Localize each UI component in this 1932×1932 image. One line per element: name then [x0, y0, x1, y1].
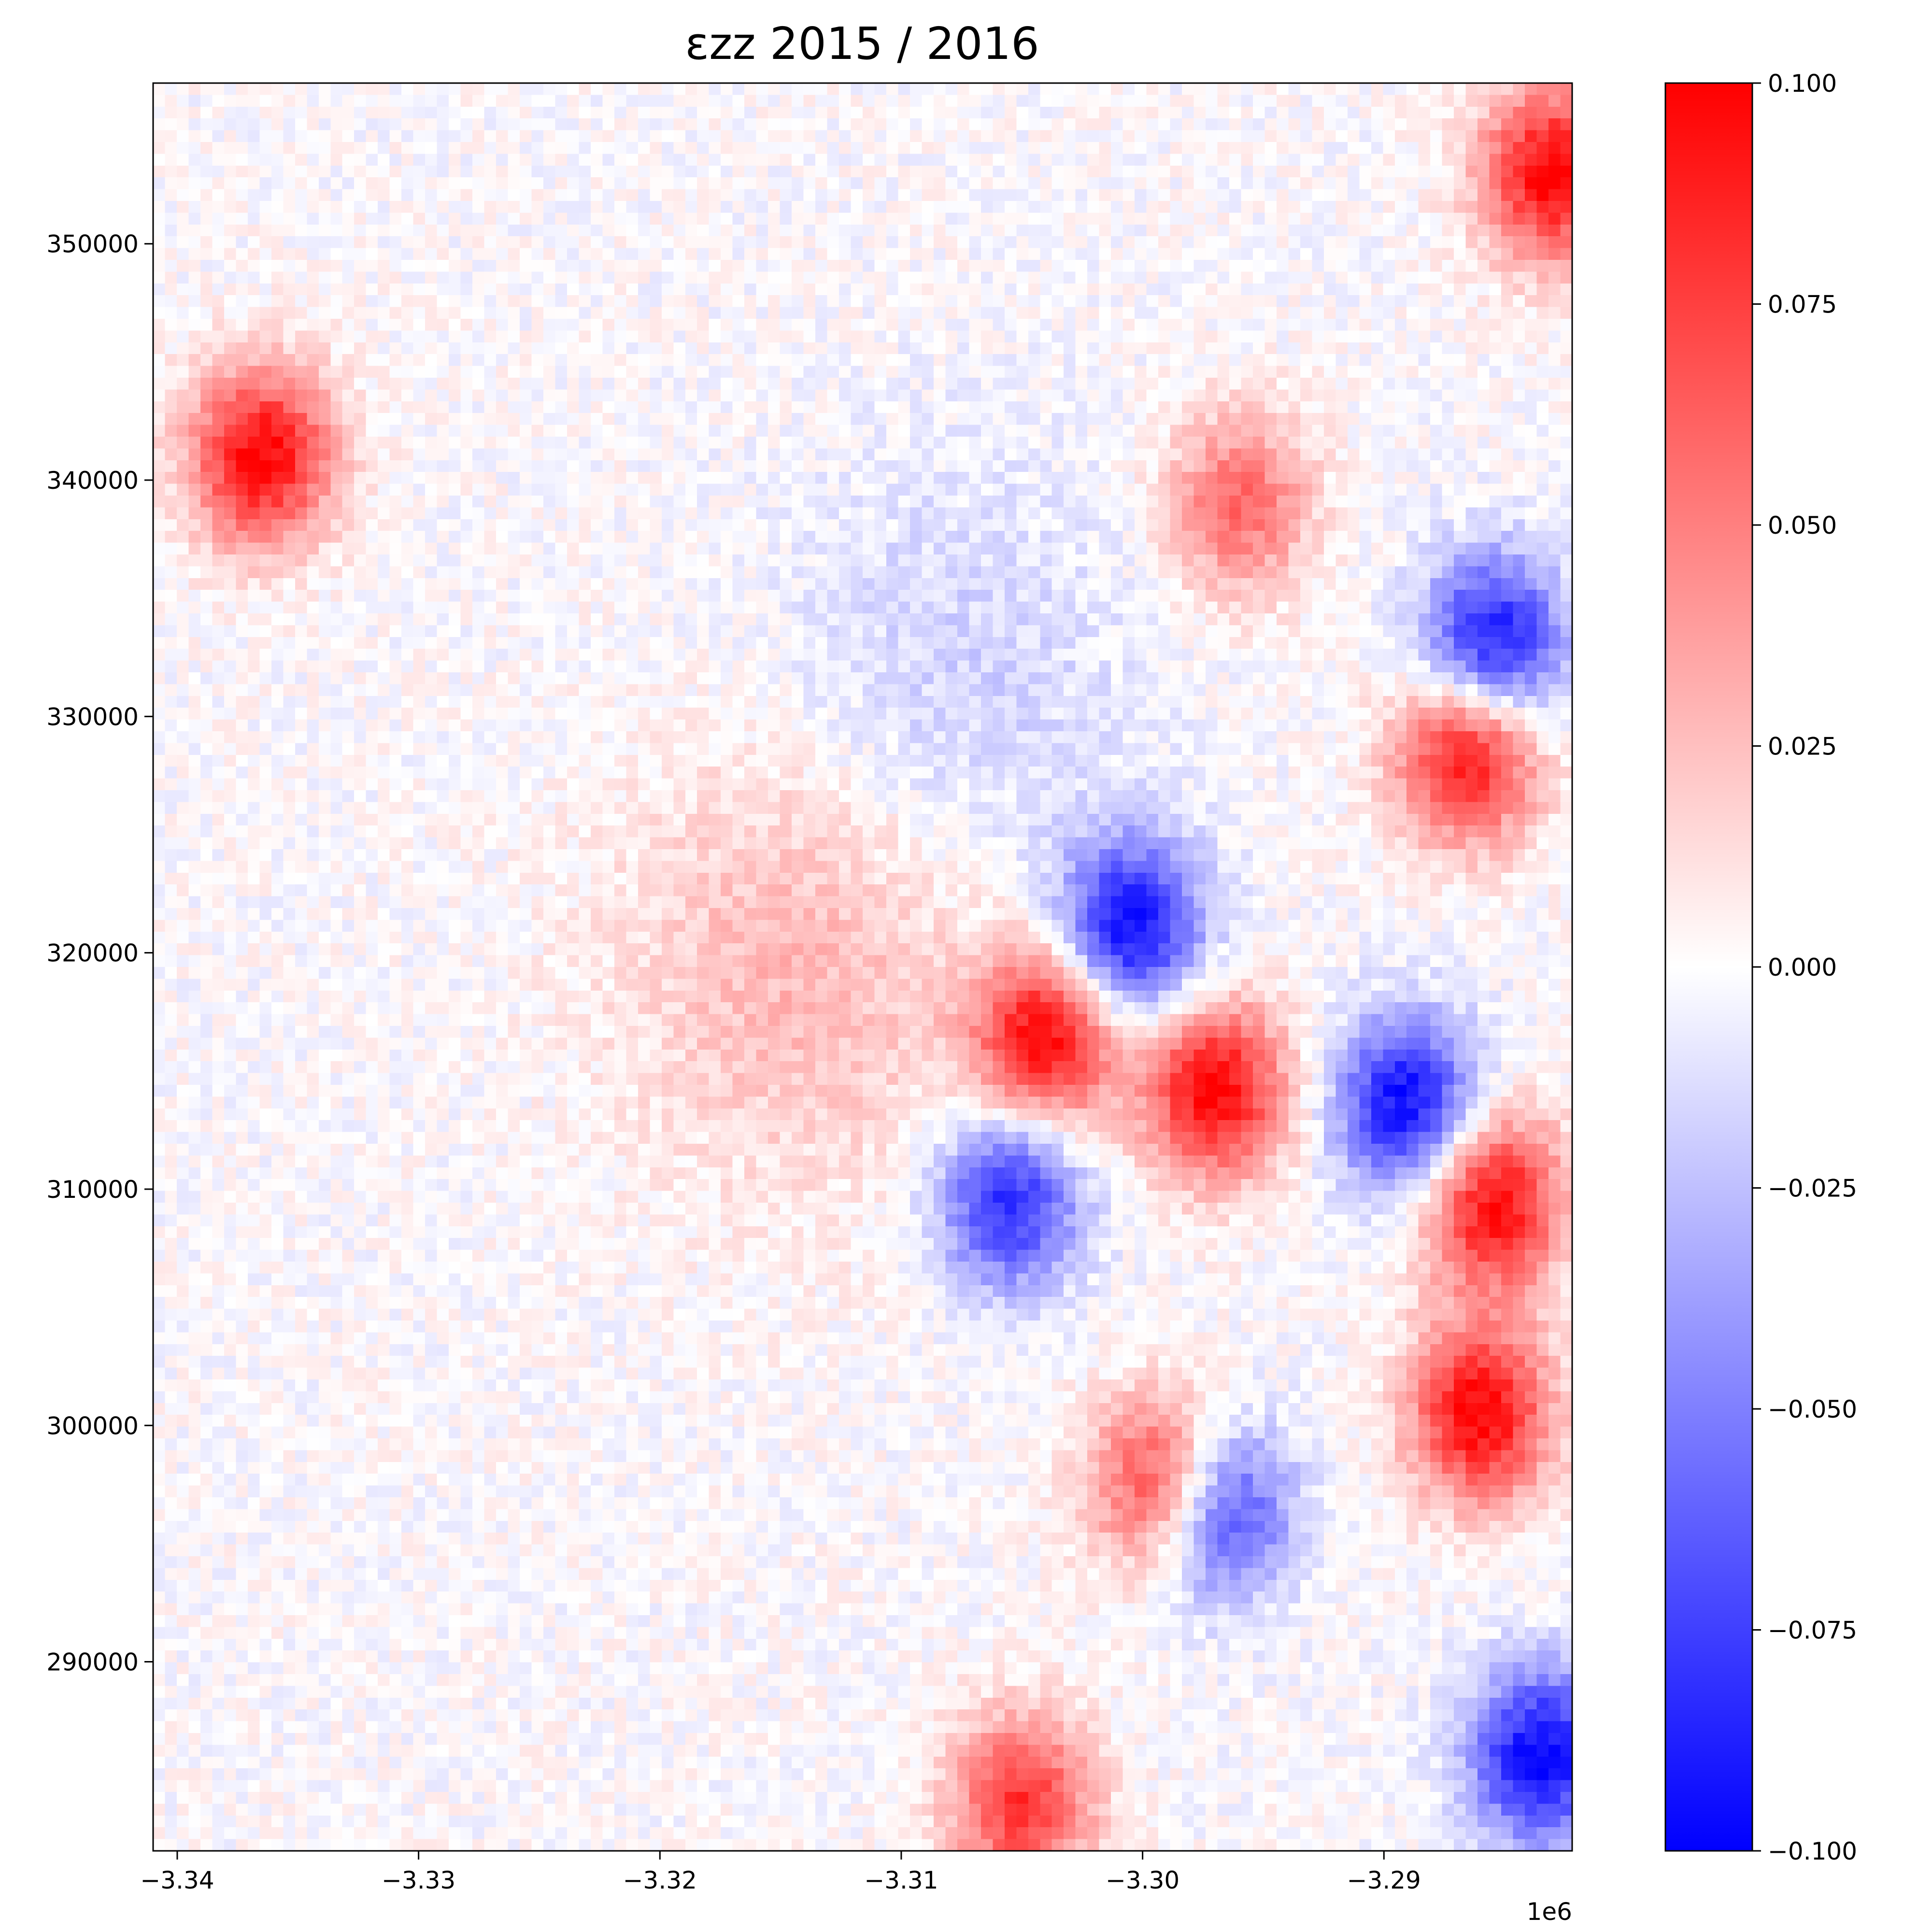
- colorbar-tick-label: 0.100: [1768, 70, 1837, 98]
- y-tick-label: 310000: [46, 1176, 139, 1204]
- x-tick-label: −3.30: [1106, 1866, 1179, 1894]
- x-tick-label: −3.29: [1347, 1866, 1421, 1894]
- x-tick-label: −3.33: [382, 1866, 455, 1894]
- plot-area: [152, 82, 1573, 1852]
- chart-title: εzz 2015 / 2016: [685, 18, 1039, 70]
- colorbar-tick-label: −0.100: [1768, 1837, 1857, 1865]
- colorbar-tick-label: 0.050: [1768, 511, 1837, 540]
- x-axis-offset-label: 1e6: [1527, 1898, 1572, 1926]
- y-tick-label: 300000: [46, 1412, 139, 1440]
- y-tick-label: 330000: [46, 703, 139, 731]
- colorbar-tick-label: 0.000: [1768, 953, 1837, 981]
- x-tick-label: −3.34: [140, 1866, 214, 1894]
- colorbar-tick-label: −0.025: [1768, 1175, 1857, 1203]
- y-axis: 290000 300000 310000 320000 330000 340000 3500…: [46, 230, 153, 1676]
- y-tick-label: 340000: [46, 467, 139, 495]
- x-tick-label: −3.31: [864, 1866, 938, 1894]
- colorbar-gradient: [1664, 82, 1753, 1852]
- colorbar-ticks: −0.100 −0.075 −0.050 −0.025 0.000 0.025 0.050 0…: [1752, 70, 1857, 1865]
- strain-heatmap: [153, 83, 1572, 1851]
- colorbar: −0.100 −0.075 −0.050 −0.025 0.000 0.025 0.050 0…: [1664, 70, 1857, 1865]
- y-tick-label: 290000: [46, 1648, 139, 1676]
- y-tick-label: 320000: [46, 939, 139, 967]
- x-axis: −3.34 −3.33 −3.32 −3.31 −3.30 −3.29: [140, 1851, 1421, 1894]
- colorbar-tick-label: −0.050: [1768, 1395, 1857, 1423]
- x-tick-label: −3.32: [623, 1866, 697, 1894]
- colorbar-tick-label: 0.025: [1768, 733, 1837, 761]
- plot-frame: [152, 82, 1573, 1852]
- colorbar-tick-label: 0.075: [1768, 291, 1837, 319]
- colorbar-tick-label: −0.075: [1768, 1617, 1857, 1645]
- y-tick-label: 350000: [46, 230, 139, 258]
